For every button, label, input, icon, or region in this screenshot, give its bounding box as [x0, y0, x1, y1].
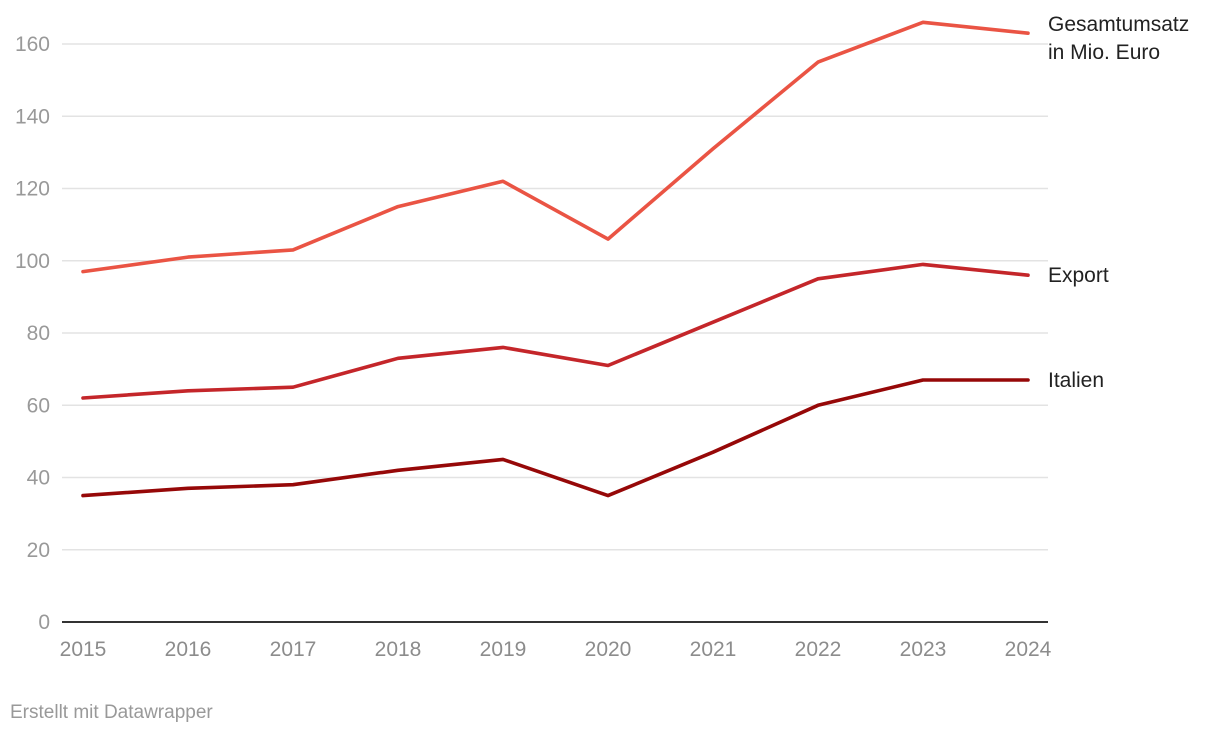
series-label-1: Gesamtumsatz in Mio. Euro	[1048, 13, 1189, 64]
x-axis-ticks: 2015 2016 2017 2018 2019 2020 2021 2022 2023 2024	[60, 638, 1052, 661]
series-label-line: Gesamtumsatz	[1048, 13, 1189, 36]
x-tick-label: 2018	[375, 638, 422, 661]
series-labels: Gesamtumsatz in Mio. Euro Export Italien	[1048, 13, 1189, 392]
y-tick-label: 120	[15, 178, 50, 201]
series-label-line: Export	[1048, 264, 1109, 287]
series-label-line: Italien	[1048, 369, 1104, 392]
x-tick-label: 2019	[480, 638, 527, 661]
series-label-line: in Mio. Euro	[1048, 41, 1160, 64]
series-label-3: Italien	[1048, 369, 1104, 392]
x-tick-label: 2020	[585, 638, 632, 661]
footer-credit: Erstellt mit Datawrapper	[10, 702, 213, 723]
y-tick-label: 60	[27, 394, 50, 417]
x-tick-label: 2017	[270, 638, 317, 661]
grid-lines	[62, 43, 1048, 551]
x-tick-label: 2021	[690, 638, 737, 661]
x-tick-label: 2024	[1005, 638, 1052, 661]
x-tick-label: 2016	[165, 638, 212, 661]
series-line-2	[81, 262, 1030, 400]
y-tick-label: 140	[15, 105, 50, 128]
y-tick-label: 100	[15, 250, 50, 273]
x-tick-label: 2023	[900, 638, 947, 661]
y-tick-label: 80	[27, 322, 50, 345]
y-axis-ticks: 0 20 40 60 80 100 120 140 160	[15, 33, 50, 634]
y-tick-label: 40	[27, 467, 50, 490]
y-tick-label: 160	[15, 33, 50, 56]
series-line-3	[81, 378, 1030, 498]
x-tick-label: 2015	[60, 638, 107, 661]
y-tick-label: 0	[38, 611, 50, 634]
series-lines	[81, 20, 1030, 498]
series-label-2: Export	[1048, 264, 1109, 287]
series-line-1	[81, 20, 1030, 274]
x-tick-label: 2022	[795, 638, 842, 661]
y-tick-label: 20	[27, 539, 50, 562]
